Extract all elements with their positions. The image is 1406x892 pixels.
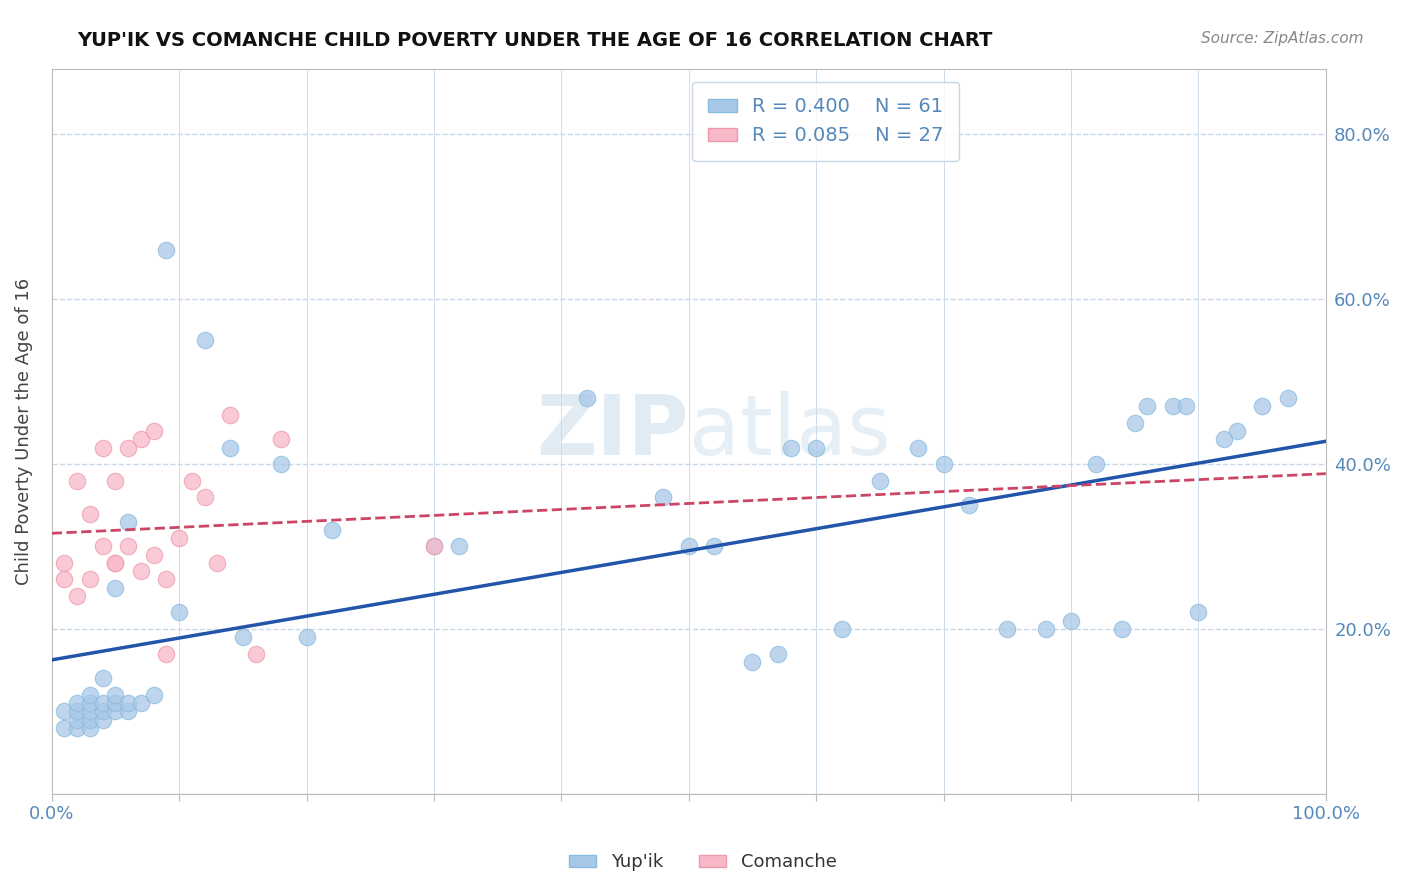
Point xyxy=(66,721,89,735)
Point xyxy=(245,647,267,661)
Point xyxy=(831,622,853,636)
Legend: R = 0.400    N = 61, R = 0.085    N = 27: R = 0.400 N = 61, R = 0.085 N = 27 xyxy=(692,82,959,161)
Point xyxy=(1226,424,1249,438)
Point xyxy=(779,441,801,455)
Point xyxy=(678,540,700,554)
Y-axis label: Child Poverty Under the Age of 16: Child Poverty Under the Age of 16 xyxy=(15,277,32,584)
Point xyxy=(79,573,101,587)
Point xyxy=(1212,433,1234,447)
Point xyxy=(104,556,127,570)
Point xyxy=(66,713,89,727)
Legend: Yup'ik, Comanche: Yup'ik, Comanche xyxy=(562,847,844,879)
Point xyxy=(575,391,598,405)
Point xyxy=(869,474,891,488)
Point xyxy=(117,540,139,554)
Point xyxy=(167,606,190,620)
Point xyxy=(142,548,165,562)
Point xyxy=(66,589,89,603)
Point xyxy=(270,457,292,471)
Point xyxy=(423,540,446,554)
Point xyxy=(117,441,139,455)
Point xyxy=(104,581,127,595)
Point xyxy=(117,704,139,718)
Point xyxy=(270,433,292,447)
Point xyxy=(423,540,446,554)
Point xyxy=(1035,622,1057,636)
Point xyxy=(1187,606,1209,620)
Point xyxy=(129,696,152,710)
Text: ZIP: ZIP xyxy=(536,391,689,472)
Point xyxy=(79,688,101,702)
Point xyxy=(66,474,89,488)
Point xyxy=(53,556,76,570)
Point xyxy=(142,424,165,438)
Point xyxy=(79,507,101,521)
Point xyxy=(703,540,725,554)
Point xyxy=(53,573,76,587)
Text: atlas: atlas xyxy=(689,391,890,472)
Point xyxy=(117,515,139,529)
Point xyxy=(321,523,343,537)
Point xyxy=(117,696,139,710)
Point xyxy=(1136,400,1159,414)
Point xyxy=(79,696,101,710)
Point xyxy=(66,696,89,710)
Point xyxy=(53,721,76,735)
Point xyxy=(142,688,165,702)
Point xyxy=(1161,400,1184,414)
Point xyxy=(91,540,114,554)
Point xyxy=(104,556,127,570)
Point xyxy=(1174,400,1197,414)
Point xyxy=(1111,622,1133,636)
Point xyxy=(91,441,114,455)
Point xyxy=(219,441,242,455)
Text: YUP'IK VS COMANCHE CHILD POVERTY UNDER THE AGE OF 16 CORRELATION CHART: YUP'IK VS COMANCHE CHILD POVERTY UNDER T… xyxy=(77,31,993,50)
Point xyxy=(219,408,242,422)
Point xyxy=(652,490,675,504)
Point xyxy=(53,704,76,718)
Point xyxy=(907,441,929,455)
Point xyxy=(194,334,217,348)
Point xyxy=(91,713,114,727)
Point xyxy=(91,696,114,710)
Point xyxy=(180,474,202,488)
Point xyxy=(155,573,177,587)
Point xyxy=(232,630,254,644)
Point xyxy=(957,498,980,512)
Point xyxy=(1085,457,1108,471)
Point xyxy=(167,531,190,545)
Text: Source: ZipAtlas.com: Source: ZipAtlas.com xyxy=(1201,31,1364,46)
Point xyxy=(804,441,827,455)
Point xyxy=(1123,416,1146,430)
Point xyxy=(104,474,127,488)
Point xyxy=(194,490,217,504)
Point xyxy=(932,457,955,471)
Point xyxy=(995,622,1018,636)
Point xyxy=(155,647,177,661)
Point xyxy=(129,433,152,447)
Point xyxy=(741,655,763,669)
Point xyxy=(91,704,114,718)
Point xyxy=(79,713,101,727)
Point xyxy=(104,704,127,718)
Point xyxy=(155,243,177,257)
Point xyxy=(766,647,789,661)
Point xyxy=(104,688,127,702)
Point xyxy=(129,564,152,578)
Point xyxy=(1251,400,1274,414)
Point xyxy=(79,704,101,718)
Point xyxy=(79,721,101,735)
Point xyxy=(449,540,471,554)
Point xyxy=(295,630,318,644)
Point xyxy=(207,556,229,570)
Point xyxy=(91,671,114,685)
Point xyxy=(66,704,89,718)
Point xyxy=(1277,391,1299,405)
Point xyxy=(1060,614,1083,628)
Point xyxy=(104,696,127,710)
